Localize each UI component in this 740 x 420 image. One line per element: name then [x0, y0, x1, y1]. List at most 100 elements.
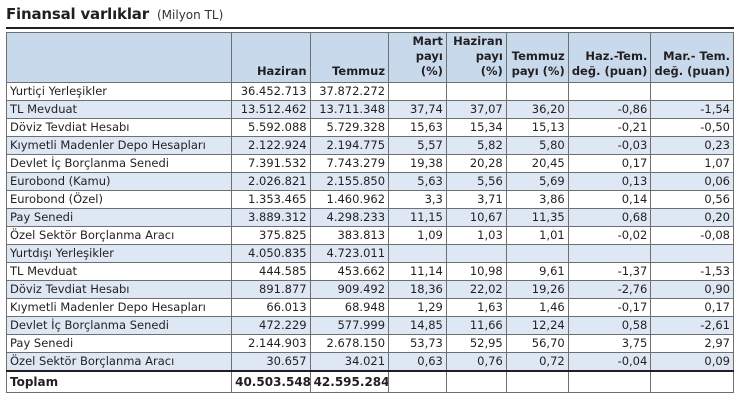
table-cell: 4.050.835	[231, 244, 311, 263]
table-cell: 15,34	[445, 118, 507, 137]
header-cell: Mar.- Tem. değ. (puan)	[650, 32, 734, 83]
table-cell: 36,20	[505, 100, 569, 119]
header-cell	[5, 32, 233, 83]
table-cell: 5,56	[445, 172, 507, 191]
total-row: Toplam 40.503.548 42.595.284	[5, 370, 734, 393]
table-cell: 0,14	[567, 190, 652, 209]
table-cell: 0,09	[650, 352, 734, 372]
table-cell	[445, 82, 507, 101]
table-cell	[445, 244, 507, 263]
table-cell: -0,17	[567, 298, 652, 317]
table-cell: 909.492	[309, 280, 390, 299]
table-cell	[505, 244, 569, 263]
row-label: Devlet İç Borçlanma Senedi	[5, 154, 233, 173]
row-label: Pay Senedi	[5, 334, 233, 353]
table-cell: 3,75	[567, 334, 652, 353]
table-cell: 0,72	[505, 352, 569, 372]
table-cell: 34.021	[309, 352, 390, 372]
table-row: Kıymetli Madenler Depo Hesapları 2.122.92…	[5, 136, 734, 155]
row-label: Döviz Tevdiat Hesabı	[5, 118, 233, 137]
table-cell: 53,73	[388, 334, 447, 353]
table-cell: 15,63	[388, 118, 447, 137]
table-cell: 0,23	[650, 136, 734, 155]
table-cell: 66.013	[231, 298, 311, 317]
table-body: Yurtiçi Yerleşikler 36.452.713 37.872.272 T…	[5, 82, 734, 372]
table-cell: 383.813	[309, 226, 390, 245]
table-cell: -1,53	[650, 262, 734, 281]
table-row: Döviz Tevdiat Hesabı 5.592.088 5.729.328 15…	[5, 118, 734, 137]
table-cell: 36.452.713	[231, 82, 311, 101]
table-cell	[650, 82, 734, 101]
table-cell: 11,15	[388, 208, 447, 227]
row-label: Özel Sektör Borçlanma Aracı	[5, 226, 233, 245]
table-cell: 0,56	[650, 190, 734, 209]
table-cell: 0,17	[567, 154, 652, 173]
table-cell: -1,54	[650, 100, 734, 119]
table-row: Yurtdışı Yerleşikler 4.050.835 4.723.011	[5, 244, 734, 263]
header-row: Haziran Temmuz Mart payı (%) Haziran pay…	[5, 32, 734, 83]
table-cell: 1.460.962	[309, 190, 390, 209]
row-label: Yurtiçi Yerleşikler	[5, 82, 233, 101]
table-cell: 14,85	[388, 316, 447, 335]
table-cell: 12,24	[505, 316, 569, 335]
header-cell: Haz.-Tem. değ. (puan)	[567, 32, 652, 83]
table-row: TL Mevduat 444.585 453.662 11,14 10,98 9,61 -1…	[5, 262, 734, 281]
table-cell: 1,63	[445, 298, 507, 317]
table-cell: 20,28	[445, 154, 507, 173]
table-cell: 1,09	[388, 226, 447, 245]
table-row: Pay Senedi 3.889.312 4.298.233 11,15 10,67 11…	[5, 208, 734, 227]
row-label: Eurobond (Kamu)	[5, 172, 233, 191]
table-cell: 56,70	[505, 334, 569, 353]
table-cell: 0,20	[650, 208, 734, 227]
table-cell: -0,50	[650, 118, 734, 137]
header-cell: Temmuz	[309, 32, 390, 83]
table-cell: 2.122.924	[231, 136, 311, 155]
table-cell: 5,63	[388, 172, 447, 191]
table-footer: Toplam 40.503.548 42.595.284	[5, 370, 734, 393]
table-cell: 891.877	[231, 280, 311, 299]
table-cell: 3,86	[505, 190, 569, 209]
table-cell: 1,07	[650, 154, 734, 173]
table-cell: 7.743.279	[309, 154, 390, 173]
table-cell	[567, 244, 652, 263]
table-cell: 375.825	[231, 226, 311, 245]
table-cell: 68.948	[309, 298, 390, 317]
table-row: Devlet İç Borçlanma Senedi 7.391.532 7.743…	[5, 154, 734, 173]
table-cell: 52,95	[445, 334, 507, 353]
table-cell: 15,13	[505, 118, 569, 137]
header-cell: Mart payı (%)	[388, 32, 447, 83]
table-cell: -0,21	[567, 118, 652, 137]
row-label: Devlet İç Borçlanma Senedi	[5, 316, 233, 335]
row-label: Pay Senedi	[5, 208, 233, 227]
table-cell: 1.353.465	[231, 190, 311, 209]
table-cell	[388, 82, 447, 101]
table-cell: 5,82	[445, 136, 507, 155]
table-cell: 9,61	[505, 262, 569, 281]
total-label: Toplam	[5, 370, 233, 393]
table-row: Eurobond (Özel) 1.353.465 1.460.962 3,3 3,71…	[5, 190, 734, 209]
total-cell	[505, 370, 569, 393]
table-cell: 444.585	[231, 262, 311, 281]
table-cell: 20,45	[505, 154, 569, 173]
table-cell: 7.391.532	[231, 154, 311, 173]
row-label: Özel Sektör Borçlanma Aracı	[5, 352, 233, 372]
table-cell: 0,90	[650, 280, 734, 299]
table-cell: 4.723.011	[309, 244, 390, 263]
table-row: Özel Sektör Borçlanma Aracı 375.825 383.81…	[5, 226, 734, 245]
table-header: Haziran Temmuz Mart payı (%) Haziran pay…	[5, 32, 734, 83]
table-unit: (Milyon TL)	[157, 8, 224, 22]
table-cell: 10,98	[445, 262, 507, 281]
table-cell: 13.512.462	[231, 100, 311, 119]
table-cell: 18,36	[388, 280, 447, 299]
table-cell: 19,26	[505, 280, 569, 299]
table-row: Yurtiçi Yerleşikler 36.452.713 37.872.272	[5, 82, 734, 101]
header-cell: Temmuz payı (%)	[505, 32, 569, 83]
table-cell	[567, 82, 652, 101]
table-cell: 5.592.088	[231, 118, 311, 137]
row-label: Kıymetli Madenler Depo Hesapları	[5, 298, 233, 317]
table-cell: 3,71	[445, 190, 507, 209]
table-row: Eurobond (Kamu) 2.026.821 2.155.850 5,63 5,5…	[5, 172, 734, 191]
table-cell: 577.999	[309, 316, 390, 335]
title-row: Finansal varlıklar (Milyon TL)	[6, 4, 223, 26]
